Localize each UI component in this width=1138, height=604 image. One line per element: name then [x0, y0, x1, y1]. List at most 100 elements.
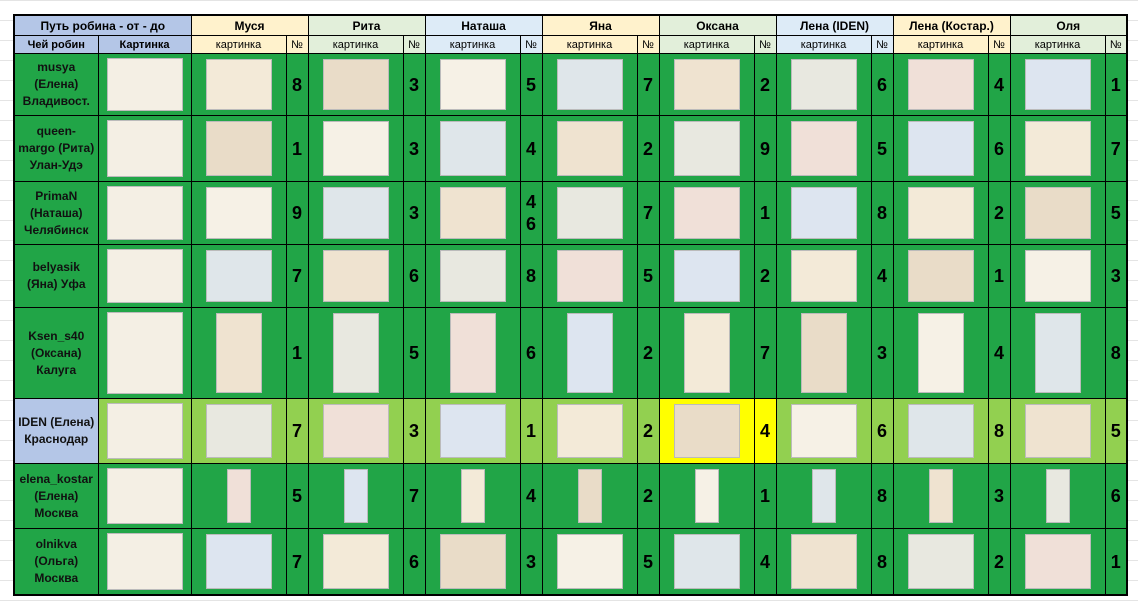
thumbnail	[694, 469, 719, 523]
picture-cell	[307, 528, 404, 596]
picture-cell	[541, 398, 638, 464]
picture-col-header: картинка	[190, 35, 287, 54]
picture-cell	[775, 528, 872, 596]
owner-line: (Яна) Уфа	[26, 277, 86, 291]
thumbnail	[322, 187, 389, 239]
thumbnail	[205, 121, 272, 176]
number-cell: 7	[636, 53, 660, 116]
number-col-header: №	[987, 35, 1011, 54]
number-cell: 1	[1104, 528, 1128, 596]
picture-cell	[541, 307, 638, 399]
participant-header: Муся	[190, 14, 309, 36]
owner-line: queen-	[36, 124, 76, 138]
owner-cell: Ksen_s40 (Оксана) Калуга	[13, 307, 99, 399]
subheader-row: Чей робин Картинка картинка № картинка № карти…	[13, 35, 1128, 54]
thumbnail	[205, 250, 272, 302]
owner-cell: musya (Елена) Владивост.	[13, 53, 99, 116]
number-cell: 2	[987, 181, 1011, 245]
owner-line: (Елена)	[34, 488, 79, 503]
data-row: queen-margo (Рита) Улан-Удэ 1 3 4 2 9 5 6 7	[13, 115, 1128, 182]
number-cell: 3	[402, 398, 426, 464]
number-cell: 7	[285, 528, 309, 596]
thumbnail	[790, 59, 857, 110]
picture-cell	[307, 53, 404, 116]
number-cell: 5	[285, 463, 309, 529]
thumbnail	[673, 250, 740, 302]
thumbnail	[907, 534, 974, 589]
thumbnail	[556, 187, 623, 239]
owner-cell: elena_kostar (Елена) Москва	[13, 463, 99, 529]
picture-cell	[892, 398, 989, 464]
picture-cell	[97, 53, 192, 116]
participant-header: Наташа	[424, 14, 543, 36]
thumbnail	[673, 121, 740, 176]
data-row: musya (Елена) Владивост. 8 3 5 7 2 6 4 1	[13, 53, 1128, 116]
picture-cell	[424, 528, 521, 596]
thumbnail	[907, 250, 974, 302]
thumbnail	[322, 121, 389, 176]
picture-cell	[97, 307, 192, 399]
owner-line: Краснодар	[24, 432, 89, 446]
picture-cell	[190, 115, 287, 182]
picture-col-header: картинка	[424, 35, 521, 54]
number-cell: 1	[1104, 53, 1128, 116]
number-cell: 7	[636, 181, 660, 245]
number-cell: 6	[987, 115, 1011, 182]
picture-cell	[892, 181, 989, 245]
thumbnail	[205, 59, 272, 110]
number-col-header: №	[1104, 35, 1128, 54]
picture-cell	[424, 307, 521, 399]
thumbnail	[790, 187, 857, 239]
number-cell: 2	[987, 528, 1011, 596]
picture-cell	[658, 528, 755, 596]
picture-cell	[775, 115, 872, 182]
owner-line: (Ольга)	[34, 554, 79, 568]
picture-cell	[892, 115, 989, 182]
owner-cell: belyasik (Яна) Уфа	[13, 244, 99, 308]
number-cell: 4	[987, 53, 1011, 116]
picture-cell	[892, 463, 989, 529]
picture-cell	[424, 463, 521, 529]
number-cell: 1	[285, 307, 309, 399]
number-cell: 4	[753, 528, 777, 596]
picture-cell	[541, 244, 638, 308]
number-cell: 3	[870, 307, 894, 399]
number-col-header: №	[519, 35, 543, 54]
picture-cell	[658, 181, 755, 245]
owner-header: Чей робин	[13, 35, 99, 54]
thumbnail	[439, 121, 506, 176]
number-cell: 7	[285, 398, 309, 464]
number-cell: 8	[870, 528, 894, 596]
thumbnail	[1024, 187, 1091, 239]
thumbnail	[1024, 250, 1091, 302]
number-line: 6	[525, 214, 536, 234]
thumbnail	[1024, 534, 1091, 589]
number-cell: 5	[1104, 181, 1128, 245]
picture-cell	[775, 244, 872, 308]
thumbnail	[1024, 404, 1091, 458]
number-cell: 8	[870, 463, 894, 529]
number-cell: 4	[753, 398, 777, 464]
picture-cell	[541, 53, 638, 116]
number-cell: 2	[753, 244, 777, 308]
thumbnail	[556, 404, 623, 458]
picture-cell	[1009, 307, 1106, 399]
thumbnail	[800, 313, 847, 393]
owner-line: Москва	[34, 571, 79, 585]
picture-col-header: картинка	[1009, 35, 1106, 54]
thumbnail	[322, 404, 389, 458]
data-row: belyasik (Яна) Уфа 7 6 8 5 2 4 1 3	[13, 244, 1128, 308]
thumbnail	[106, 249, 183, 303]
picture-col-header: картинка	[658, 35, 755, 54]
thumbnail	[790, 121, 857, 176]
owner-cell: olnikva (Ольга) Москва	[13, 528, 99, 596]
number-cell: 3	[987, 463, 1011, 529]
thumbnail	[205, 534, 272, 589]
picture-cell	[541, 115, 638, 182]
thumbnail	[106, 58, 183, 111]
picture-cell	[892, 244, 989, 308]
owner-line: (Елена)	[34, 77, 79, 91]
thumbnail	[449, 313, 496, 393]
owner-cell: IDEN (Елена) Краснодар	[13, 398, 99, 464]
